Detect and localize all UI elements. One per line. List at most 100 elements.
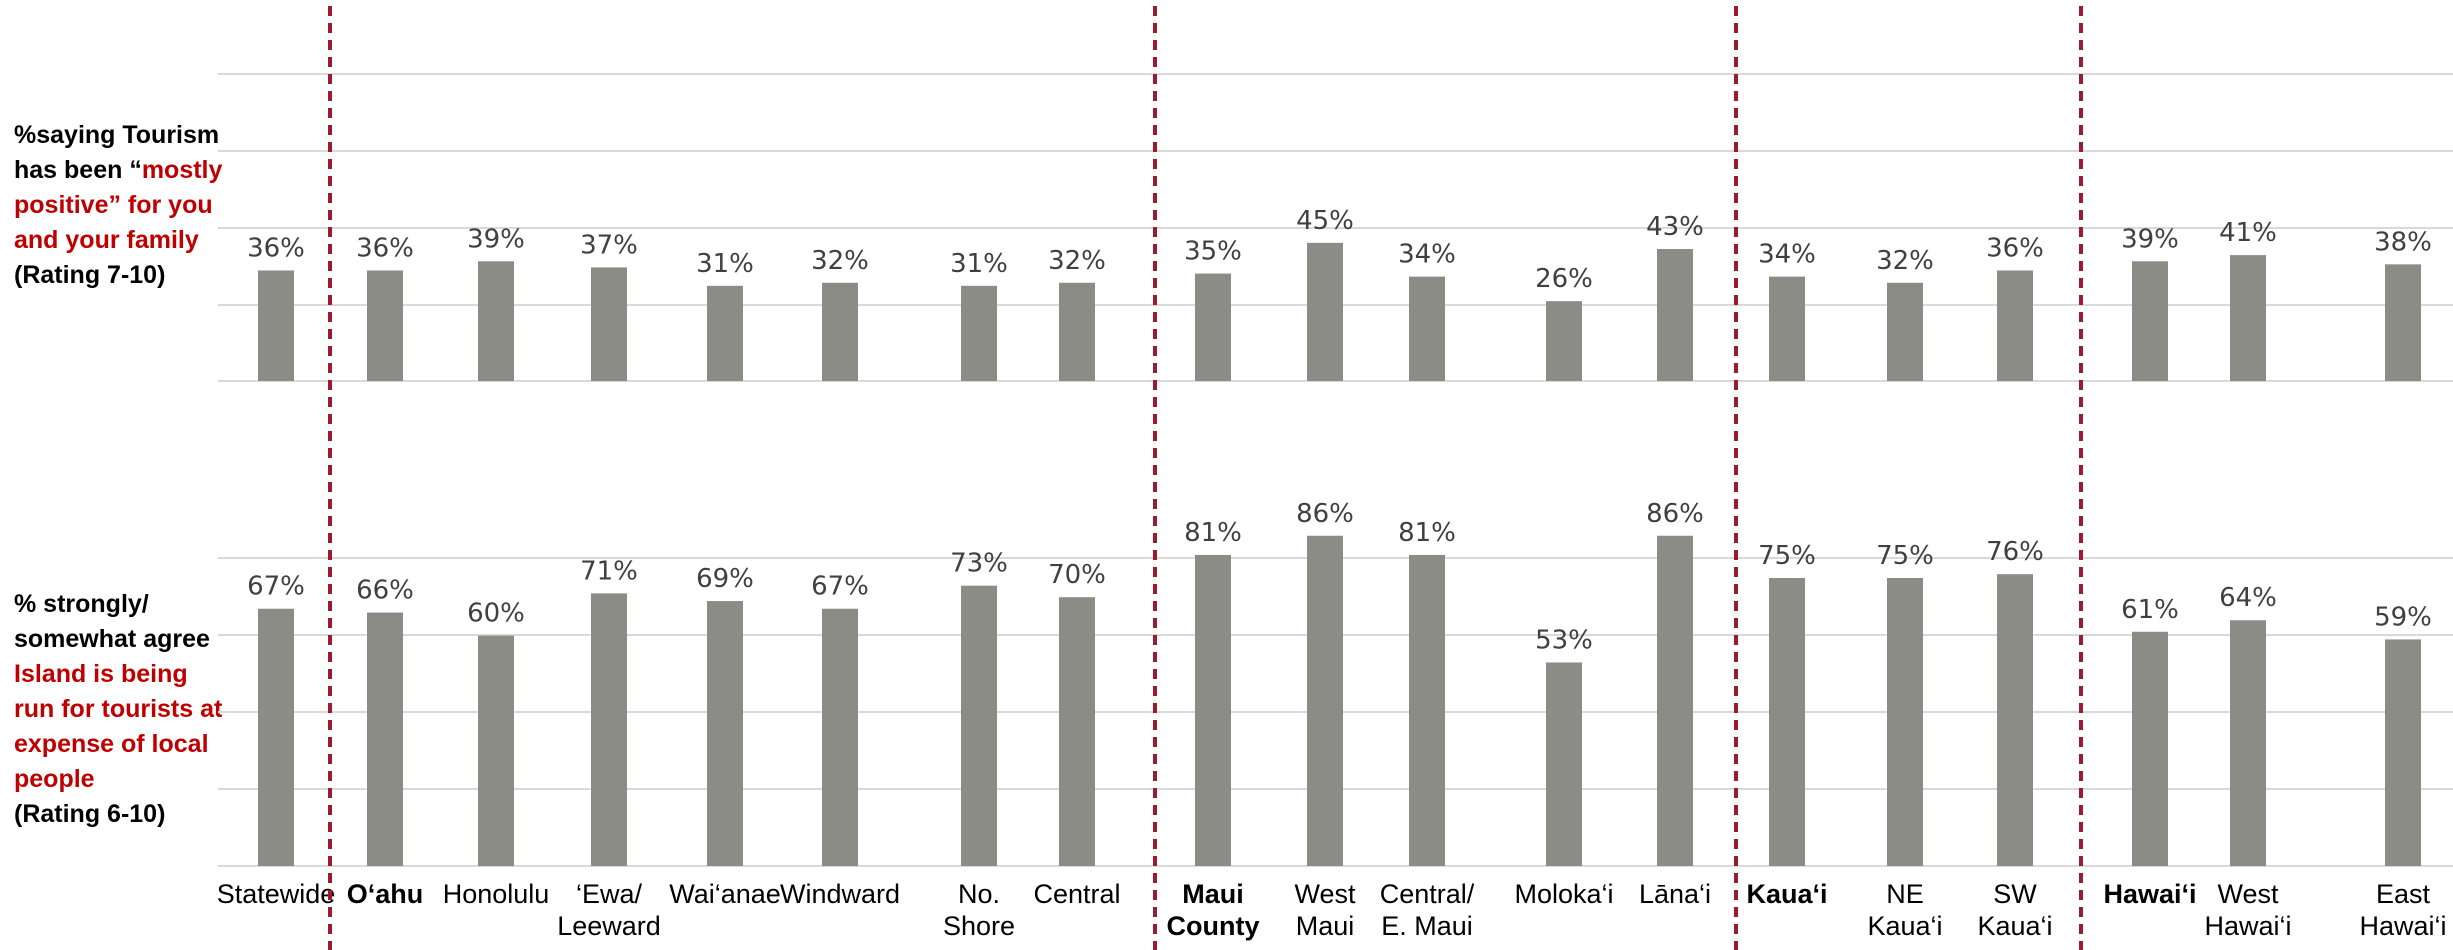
bar-top-4 xyxy=(707,285,743,381)
data-label-bottom-5: 67% xyxy=(811,572,869,602)
category-label-2: Honolulu xyxy=(443,879,550,909)
data-label-top-4: 31% xyxy=(696,249,754,279)
category-label-7: Central xyxy=(1033,879,1120,909)
category-label-18: East Hawai‘i xyxy=(2359,879,2446,941)
data-label-top-13: 34% xyxy=(1758,240,1816,270)
data-label-top-17: 41% xyxy=(2219,218,2277,248)
data-label-bottom-9: 86% xyxy=(1296,499,1354,529)
bar-bottom-11 xyxy=(1546,662,1582,866)
category-label-5: Windward xyxy=(780,879,900,909)
data-label-top-16: 39% xyxy=(2121,224,2179,254)
data-label-bottom-15: 76% xyxy=(1986,537,2044,567)
top-label-rating: (Rating 7-10) xyxy=(14,261,166,289)
category-label-0: Statewide xyxy=(217,879,336,909)
data-label-bottom-3: 71% xyxy=(580,556,638,586)
data-label-bottom-17: 64% xyxy=(2219,583,2277,613)
bar-bottom-12 xyxy=(1657,535,1693,866)
top-chart-label: %saying Tourism has been “mostly positiv… xyxy=(14,118,224,293)
bar-top-14 xyxy=(1887,282,1923,381)
bar-bottom-2 xyxy=(478,635,514,866)
data-label-bottom-11: 53% xyxy=(1535,625,1593,655)
data-label-top-6: 31% xyxy=(950,249,1008,279)
category-label-17: West Hawai‘i xyxy=(2204,879,2291,941)
category-label-16: Hawai‘i xyxy=(2103,879,2196,909)
data-label-top-18: 38% xyxy=(2374,227,2432,257)
data-label-top-15: 36% xyxy=(1986,233,2044,263)
bar-bottom-15 xyxy=(1997,574,2033,866)
category-label-12: Lāna‘i xyxy=(1639,879,1711,909)
category-label-13: Kaua‘i xyxy=(1746,879,1827,909)
data-label-top-0: 36% xyxy=(247,233,305,263)
bar-top-11 xyxy=(1546,301,1582,381)
bottom-label-highlight: Island is being run for tourists at expe… xyxy=(14,660,223,793)
data-label-bottom-8: 81% xyxy=(1184,518,1242,548)
bar-bottom-0 xyxy=(258,608,294,866)
data-label-top-8: 35% xyxy=(1184,237,1242,267)
bar-bottom-14 xyxy=(1887,578,1923,866)
bar-top-8 xyxy=(1195,273,1231,381)
category-label-11: Moloka‘i xyxy=(1514,879,1613,909)
bar-top-7 xyxy=(1059,282,1095,381)
bar-top-0 xyxy=(258,270,294,381)
bar-top-6 xyxy=(961,285,997,381)
bar-bottom-4 xyxy=(707,601,743,866)
data-label-top-2: 39% xyxy=(467,224,525,254)
bar-top-5 xyxy=(822,282,858,381)
category-label-9: West Maui xyxy=(1294,879,1356,941)
bar-top-1 xyxy=(367,270,403,381)
data-label-bottom-2: 60% xyxy=(467,599,525,629)
category-label-15: SW Kaua‘i xyxy=(1977,879,2052,941)
bar-top-18 xyxy=(2385,264,2421,381)
bar-bottom-3 xyxy=(591,593,627,866)
data-label-bottom-6: 73% xyxy=(950,549,1008,579)
bar-bottom-16 xyxy=(2132,631,2168,866)
data-label-bottom-10: 81% xyxy=(1398,518,1456,548)
bar-top-3 xyxy=(591,267,627,381)
bar-bottom-7 xyxy=(1059,597,1095,866)
bar-bottom-6 xyxy=(961,585,997,866)
category-label-3: ‘Ewa/Leeward xyxy=(557,879,661,941)
data-label-bottom-18: 59% xyxy=(2374,602,2432,632)
top-label-highlight: mostly positive” for you and your family xyxy=(14,156,223,254)
category-label-8: Maui County xyxy=(1167,879,1260,941)
data-label-top-10: 34% xyxy=(1398,240,1456,270)
data-label-bottom-13: 75% xyxy=(1758,541,1816,571)
bar-bottom-8 xyxy=(1195,554,1231,866)
data-label-top-3: 37% xyxy=(580,230,638,260)
bar-bottom-5 xyxy=(822,608,858,866)
data-label-top-9: 45% xyxy=(1296,206,1354,236)
bar-top-12 xyxy=(1657,248,1693,381)
data-label-top-5: 32% xyxy=(811,246,869,276)
bar-bottom-13 xyxy=(1769,578,1805,866)
bottom-label-text: % strongly/ somewhat agree xyxy=(14,590,210,653)
category-label-10: Central/E. Maui xyxy=(1380,879,1475,941)
category-label-1: O‘ahu xyxy=(347,879,424,909)
data-label-bottom-14: 75% xyxy=(1876,541,1934,571)
data-label-top-12: 43% xyxy=(1646,212,1704,242)
bar-top-10 xyxy=(1409,276,1445,381)
bar-top-16 xyxy=(2132,261,2168,381)
bar-top-9 xyxy=(1307,242,1343,381)
bar-bottom-10 xyxy=(1409,554,1445,866)
bottom-label-rating: (Rating 6-10) xyxy=(14,800,166,828)
category-label-4: Wai‘anae xyxy=(669,879,781,909)
category-label-14: NE Kaua‘i xyxy=(1867,879,1942,941)
bar-top-17 xyxy=(2230,255,2266,381)
top-label-text: %saying Tourism has been “ xyxy=(14,121,220,184)
data-label-bottom-4: 69% xyxy=(696,564,754,594)
bar-bottom-1 xyxy=(367,612,403,866)
bar-bottom-18 xyxy=(2385,639,2421,866)
bar-top-13 xyxy=(1769,276,1805,381)
bar-bottom-17 xyxy=(2230,620,2266,866)
bar-top-15 xyxy=(1997,270,2033,381)
data-label-top-1: 36% xyxy=(356,233,414,263)
data-label-bottom-1: 66% xyxy=(356,576,414,606)
data-label-top-14: 32% xyxy=(1876,246,1934,276)
data-label-top-11: 26% xyxy=(1535,264,1593,294)
data-label-bottom-12: 86% xyxy=(1646,499,1704,529)
bar-top-2 xyxy=(478,261,514,381)
data-label-top-7: 32% xyxy=(1048,246,1106,276)
bottom-chart-label: % strongly/ somewhat agree Island is bei… xyxy=(14,587,224,832)
category-label-6: No. Shore xyxy=(943,879,1015,941)
